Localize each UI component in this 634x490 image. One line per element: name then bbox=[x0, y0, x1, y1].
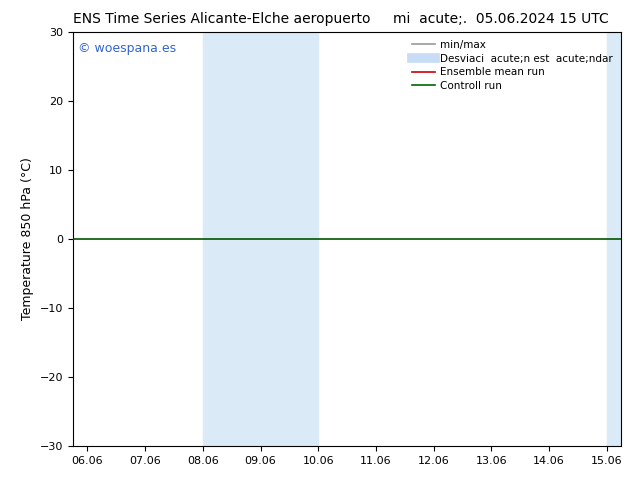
Legend: min/max, Desviaci  acute;n est  acute;ndar, Ensemble mean run, Controll run: min/max, Desviaci acute;n est acute;ndar… bbox=[409, 37, 616, 94]
Y-axis label: Temperature 850 hPa (°C): Temperature 850 hPa (°C) bbox=[21, 157, 34, 320]
Bar bbox=[203, 32, 318, 446]
Text: © woespana.es: © woespana.es bbox=[79, 42, 176, 55]
Text: mi  acute;.  05.06.2024 15 UTC: mi acute;. 05.06.2024 15 UTC bbox=[393, 12, 609, 26]
Bar bbox=[607, 32, 634, 446]
Text: ENS Time Series Alicante-Elche aeropuerto: ENS Time Series Alicante-Elche aeropuert… bbox=[73, 12, 370, 26]
